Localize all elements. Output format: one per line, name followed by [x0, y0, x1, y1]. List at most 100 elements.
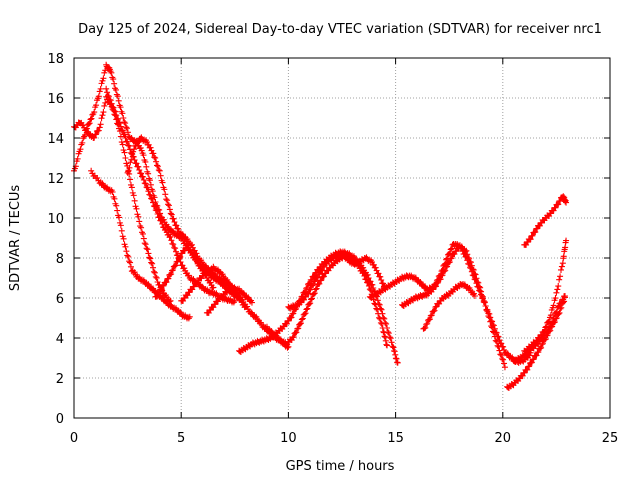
- data-point: [365, 279, 372, 286]
- data-point: [151, 203, 158, 210]
- data-point: [492, 337, 499, 344]
- data-point: [546, 318, 553, 325]
- data-point: [563, 237, 570, 244]
- data-point: [103, 85, 110, 92]
- data-point: [550, 302, 557, 309]
- data-point: [101, 102, 108, 109]
- data-point: [163, 279, 170, 286]
- data-point: [132, 142, 139, 149]
- data-point: [151, 269, 158, 276]
- data-point: [526, 363, 533, 370]
- data-point: [140, 235, 147, 242]
- data-point: [500, 356, 507, 363]
- data-point: [480, 297, 487, 304]
- data-point: [135, 213, 142, 220]
- plot-frame: [73, 57, 611, 419]
- data-point: [156, 214, 163, 221]
- data-point: [143, 245, 150, 252]
- series-arc13: [399, 242, 508, 371]
- data-point: [133, 205, 140, 212]
- data-point: [313, 285, 320, 292]
- data-point: [495, 343, 502, 350]
- data-point: [471, 293, 478, 299]
- data-point: [157, 172, 164, 179]
- data-point: [145, 250, 152, 257]
- data-point: [153, 158, 160, 165]
- data-point: [123, 248, 130, 255]
- data-point: [100, 75, 107, 82]
- data-point: [162, 191, 169, 198]
- data-point: [121, 131, 128, 138]
- data-point: [168, 237, 175, 244]
- data-point: [142, 158, 149, 165]
- data-point: [378, 320, 385, 327]
- y-tick-label: 2: [56, 372, 64, 387]
- data-point: [174, 258, 181, 265]
- data-point: [165, 202, 172, 209]
- data-point: [303, 306, 310, 313]
- data-point: [563, 199, 570, 206]
- data-point: [150, 268, 157, 275]
- data-point: [138, 147, 145, 154]
- series-arc10: [263, 252, 391, 349]
- data-point: [154, 211, 161, 217]
- data-point: [105, 93, 112, 100]
- data-point: [530, 356, 537, 363]
- data-point: [533, 352, 540, 359]
- data-point: [384, 342, 391, 349]
- data-point: [98, 115, 105, 122]
- data-point: [532, 229, 539, 236]
- data-point: [93, 131, 100, 138]
- data-point: [193, 250, 200, 257]
- data-point: [290, 310, 297, 317]
- data-point: [543, 323, 550, 330]
- data-point: [552, 309, 559, 316]
- data-point: [123, 125, 130, 132]
- data-point: [145, 170, 152, 177]
- data-point: [307, 286, 314, 293]
- data-point: [237, 296, 244, 303]
- data-point: [469, 266, 476, 273]
- data-point: [529, 232, 536, 239]
- data-point: [175, 225, 182, 232]
- data-point: [538, 344, 545, 351]
- data-point: [144, 246, 151, 253]
- data-point: [137, 144, 144, 151]
- data-point: [308, 295, 315, 302]
- data-point: [99, 112, 106, 119]
- data-point: [524, 366, 531, 373]
- data-point: [491, 333, 498, 340]
- data-point: [150, 150, 157, 157]
- data-point: [108, 100, 115, 107]
- data-point: [163, 196, 170, 203]
- x-tick-label: 15: [387, 431, 404, 446]
- data-point: [558, 299, 565, 306]
- data-point: [135, 139, 142, 146]
- data-point: [444, 263, 451, 270]
- data-point: [156, 167, 163, 174]
- data-point: [498, 352, 505, 359]
- data-point: [80, 122, 87, 129]
- data-point: [464, 251, 471, 258]
- data-point: [295, 325, 302, 332]
- data-point: [172, 245, 179, 252]
- data-point: [488, 323, 495, 330]
- data-point: [374, 297, 381, 304]
- data-point: [380, 328, 387, 335]
- data-point: [147, 181, 154, 188]
- data-point: [381, 333, 388, 340]
- data-point: [311, 290, 318, 297]
- data-point: [388, 339, 395, 346]
- data-point: [375, 310, 382, 317]
- data-point: [127, 263, 134, 270]
- data-point: [126, 258, 133, 265]
- y-tick-label: 6: [56, 292, 64, 307]
- data-point: [482, 303, 489, 309]
- data-point: [555, 201, 562, 208]
- data-point: [499, 355, 506, 362]
- data-point: [198, 265, 205, 272]
- series-arc5: [124, 134, 292, 351]
- data-point: [321, 263, 328, 270]
- data-point: [167, 297, 174, 304]
- data-point: [389, 343, 396, 350]
